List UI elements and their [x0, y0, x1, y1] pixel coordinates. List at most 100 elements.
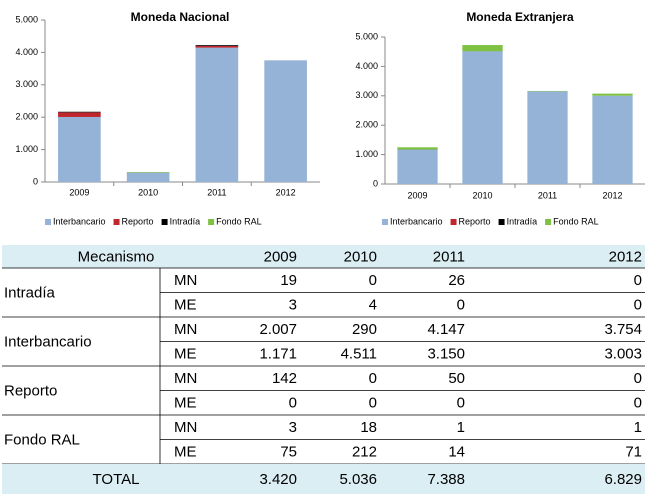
row-label: ME	[174, 395, 197, 412]
legend-swatch	[113, 219, 120, 225]
row-label: MN	[174, 272, 197, 289]
table-header-bg	[2, 245, 645, 268]
table-cell: 0	[634, 297, 642, 314]
x-tick-label: 2010	[472, 190, 492, 200]
table-header: 2011	[433, 248, 465, 265]
table-header: Mecanismo	[78, 248, 155, 265]
bar-segment	[592, 93, 633, 96]
y-tick-label: 0	[33, 176, 38, 186]
table-cell: 3.754	[604, 321, 642, 338]
table-cell: 0	[369, 272, 377, 289]
table-cell: 71	[625, 444, 642, 461]
row-label: ME	[174, 444, 197, 461]
table-cell: 290	[352, 321, 377, 338]
table-cell: 3	[289, 297, 297, 314]
row-group-label: Fondo RAL	[4, 431, 80, 448]
x-tick-label: 2009	[407, 190, 427, 200]
y-tick-label: 4.000	[15, 47, 38, 57]
table-cell: 75	[280, 444, 297, 461]
x-tick-label: 2012	[276, 187, 296, 197]
table-cell: 0	[457, 395, 465, 412]
table-cell: 2.007	[259, 321, 297, 338]
legend-swatch	[208, 219, 215, 225]
table-cell: 3	[289, 419, 297, 436]
y-tick-label: 5.000	[355, 31, 378, 41]
bar-segment	[195, 45, 239, 47]
bar-segment	[58, 111, 101, 113]
y-tick-label: 2.000	[15, 112, 38, 122]
table-cell: 50	[448, 370, 465, 387]
y-tick-label: 1.000	[15, 144, 38, 154]
x-tick-label: 2012	[602, 190, 622, 200]
y-tick-label: 0	[373, 178, 378, 188]
table-cell: 3.150	[427, 346, 465, 363]
table-cell: 4.511	[341, 346, 377, 363]
x-tick-label: 2011	[538, 190, 557, 200]
table-cell: 14	[448, 444, 465, 461]
total-cell: 3.420	[259, 471, 297, 488]
table-cell: 3.003	[604, 346, 642, 363]
table-cell: 4	[369, 297, 377, 314]
legend-swatch	[450, 219, 457, 225]
legend-swatch	[45, 219, 51, 225]
y-tick-label: 3.000	[355, 90, 378, 100]
y-tick-label: 1.000	[355, 149, 378, 159]
legend-label: Intradía	[507, 216, 538, 226]
bar-segment	[397, 147, 438, 150]
table-total-bg	[2, 464, 645, 494]
bar-segment	[58, 116, 101, 182]
x-tick-label: 2011	[207, 187, 226, 197]
legend-label: Interbancario	[390, 216, 443, 226]
bar-segment	[527, 91, 568, 184]
legend-swatch	[545, 219, 552, 225]
row-label: ME	[174, 346, 197, 363]
row-label: MN	[174, 321, 197, 338]
table-cell: 0	[369, 395, 377, 412]
table-cell: 18	[360, 419, 377, 436]
table-cell: 19	[280, 272, 297, 289]
bar-segment	[462, 45, 503, 52]
table-header: 2012	[609, 248, 642, 265]
table-cell: 212	[352, 444, 377, 461]
table-cell: 0	[289, 395, 297, 412]
table-cell: 0	[634, 395, 642, 412]
y-tick-label: 2.000	[355, 120, 378, 130]
row-label: ME	[174, 297, 197, 314]
table-cell: 1	[634, 419, 642, 436]
row-group-label: Intradía	[4, 284, 56, 301]
total-cell: 6.829	[604, 471, 642, 488]
bar-segment	[126, 172, 170, 182]
table-cell: 0	[457, 297, 465, 314]
table-cell: 1	[457, 419, 465, 436]
table-cell: 26	[448, 272, 465, 289]
y-tick-label: 5.000	[15, 14, 38, 24]
bar-segment	[592, 95, 633, 184]
legend-label: Intradía	[170, 216, 201, 226]
bar-segment	[462, 51, 503, 184]
bar-segment	[195, 46, 239, 48]
total-label: TOTAL	[93, 471, 140, 488]
legend-label: Fondo RAL	[216, 216, 262, 226]
bar-segment	[264, 60, 307, 182]
table-cell: 4.147	[427, 321, 465, 338]
bar-segment	[397, 149, 438, 184]
bar-segment	[58, 112, 101, 117]
bar-segment	[195, 47, 239, 182]
bar-segment	[126, 172, 170, 173]
legend-label: Reporto	[122, 216, 154, 226]
table-cell: 1.171	[259, 346, 297, 363]
chart-title: Moneda Nacional	[131, 10, 230, 24]
legend-swatch	[161, 219, 168, 225]
row-label: MN	[174, 419, 197, 436]
table-cell: 142	[272, 370, 297, 387]
y-tick-label: 4.000	[355, 61, 378, 71]
table-cell: 0	[634, 370, 642, 387]
y-tick-label: 3.000	[15, 79, 38, 89]
row-label: MN	[174, 370, 197, 387]
legend-label: Fondo RAL	[553, 216, 599, 226]
table-header: 2010	[344, 248, 377, 265]
table-cell: 0	[369, 370, 377, 387]
total-cell: 5.036	[339, 471, 377, 488]
x-tick-label: 2010	[138, 187, 158, 197]
